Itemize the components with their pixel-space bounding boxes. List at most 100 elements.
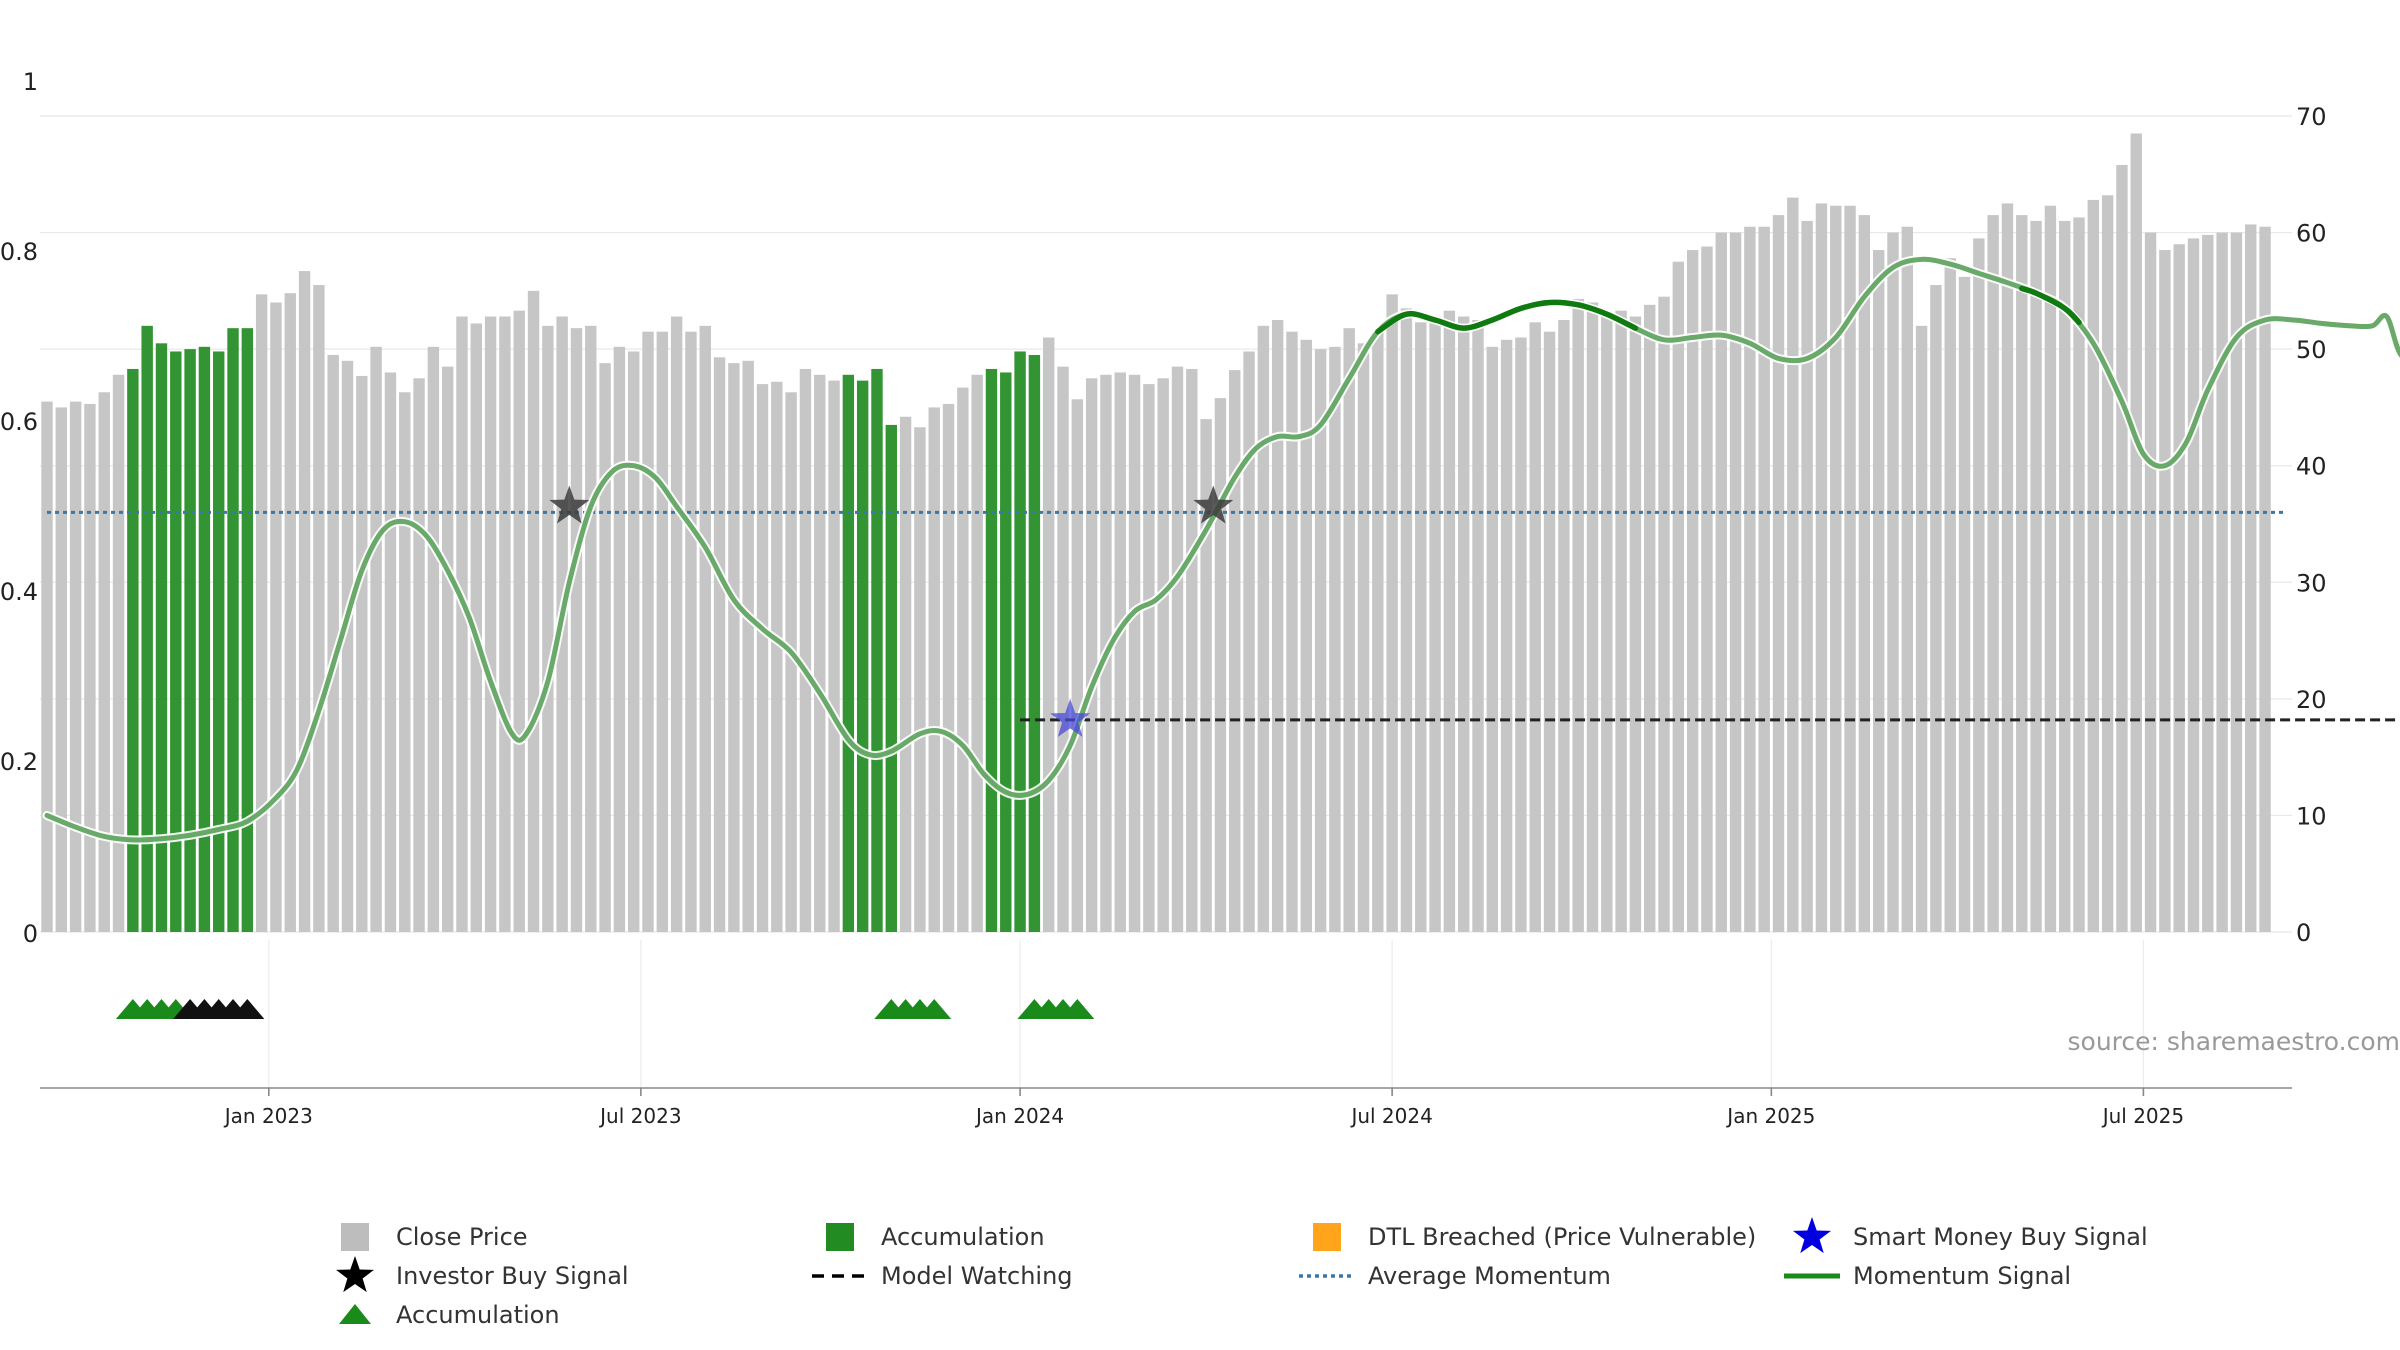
close-price-bar (728, 363, 740, 932)
close-price-bar (1915, 325, 1928, 933)
accumulation-bar (141, 325, 153, 933)
close-price-bar (1415, 322, 1427, 933)
close-price-bar (1243, 351, 1255, 933)
accumulation-triangle-black (230, 999, 265, 1019)
close-price-bar (1343, 328, 1355, 932)
legend-label: Model Watching (881, 1262, 1073, 1290)
left-axis-tick-label: 0.6 (0, 408, 38, 436)
left-axis-tick-label: 0.2 (0, 748, 38, 776)
right-axis-tick-label: 40 (2296, 453, 2327, 481)
close-price-bar (1629, 316, 1642, 932)
close-price-bar (1271, 320, 1284, 932)
close-price-bar (1601, 314, 1613, 932)
accumulation-bar (127, 368, 139, 933)
legend-triangle-marker (339, 1304, 371, 1324)
close-price-bar (384, 372, 397, 933)
close-price-bar (1057, 366, 1069, 932)
x-axis-tick-label: Jan 2023 (223, 1104, 313, 1128)
close-price-bar (914, 427, 926, 932)
close-price-bar (2087, 199, 2100, 932)
close-price-bar (484, 316, 497, 932)
close-price-bar (1672, 261, 1685, 933)
close-price-bar (628, 351, 640, 933)
right-axis-tick-label: 50 (2296, 336, 2327, 364)
legend-label: Momentum Signal (1853, 1262, 2071, 1290)
accumulation-bar (213, 351, 225, 933)
close-price-bar (1686, 250, 1699, 932)
close-price-bar (1085, 378, 1098, 932)
close-price-bar (1543, 331, 1556, 932)
close-price-bar (427, 346, 440, 932)
right-axis-tick-label: 20 (2296, 686, 2327, 714)
close-price-bar (1586, 302, 1599, 932)
right-axis-tick-label: 10 (2296, 802, 2327, 830)
close-price-bar (98, 392, 110, 932)
close-price-bar (2116, 164, 2128, 932)
close-price-bar (2073, 217, 2085, 933)
close-price-bar (1386, 294, 1398, 933)
close-price-bar (270, 302, 282, 932)
left-axis-tick-label: 1 (23, 68, 38, 96)
close-price-bar (1143, 384, 1155, 932)
close-price-bar (1858, 215, 1871, 933)
close-price-bar (1529, 322, 1541, 933)
close-price-bar (957, 387, 969, 932)
close-price-bar (642, 331, 654, 932)
close-price-bar (1615, 310, 1627, 932)
close-price-bar (1229, 370, 1241, 932)
right-axis-tick-label: 70 (2296, 103, 2327, 131)
legend-label: Accumulation (881, 1223, 1045, 1251)
close-price-bar (370, 346, 382, 932)
accumulation-bar (842, 374, 855, 932)
close-price-bar (656, 331, 669, 932)
accumulation-bar (241, 328, 254, 932)
legend-label: Smart Money Buy Signal (1853, 1223, 2148, 1251)
close-price-bar (1872, 250, 1885, 932)
close-price-bar (1372, 331, 1384, 932)
close-price-bar (2173, 244, 2185, 933)
close-price-bar (1830, 205, 1842, 932)
close-price-bar (1973, 238, 1985, 932)
legend-star-marker (335, 1256, 375, 1293)
legend-layer: Close Price Accumulation DTL Breached (Pri… (335, 1217, 2148, 1329)
legend-entry: Investor Buy Signal (335, 1256, 629, 1293)
close-price-bar (1844, 205, 1856, 932)
close-price-bar (1443, 310, 1456, 932)
close-price-bar (1128, 374, 1141, 932)
close-price-bar (2101, 195, 2114, 932)
x-axis-tick-label: Jul 2025 (2101, 1104, 2184, 1128)
close-price-bar (456, 316, 468, 932)
close-price-bar (1715, 232, 1727, 932)
legend-label: Close Price (396, 1223, 528, 1251)
accumulation-bar (184, 349, 196, 932)
close-price-bar (2059, 220, 2071, 932)
close-price-bar (1286, 331, 1298, 932)
x-axis-tick-label: Jul 2023 (598, 1104, 681, 1128)
legend-entry: Average Momentum (1299, 1262, 1611, 1290)
close-price-bar (1486, 346, 1499, 932)
left-axis-tick-label: 0 (23, 920, 38, 948)
legend-entry: Accumulation (339, 1301, 560, 1329)
lines-layer (42, 254, 2400, 845)
legend-entry: DTL Breached (Price Vulnerable) (1313, 1223, 1756, 1251)
close-price-bar (2044, 205, 2057, 932)
close-price-bar (1701, 246, 1713, 932)
accumulation-bar (155, 343, 168, 932)
close-price-bar (2259, 226, 2271, 933)
accumulation-bar (227, 328, 239, 932)
accumulation-bar (871, 368, 883, 933)
close-price-bar (1729, 232, 1742, 932)
close-price-bar (756, 384, 769, 932)
momentum-signal-strong-segment (1375, 299, 1639, 335)
close-price-bar (298, 271, 311, 932)
accumulation-bar (856, 380, 869, 932)
x-axis-tick-label: Jan 2024 (974, 1104, 1064, 1128)
close-price-bar (599, 363, 611, 932)
close-price-bar (1787, 197, 1799, 933)
close-price-bar (942, 403, 955, 932)
accumulation-bar (1014, 351, 1026, 933)
close-price-bar (1472, 320, 1484, 932)
